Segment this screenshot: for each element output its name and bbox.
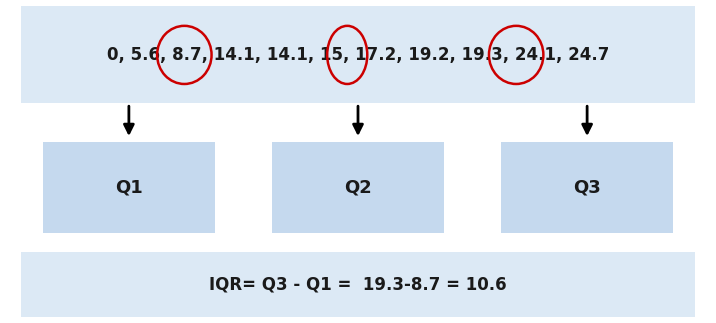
FancyBboxPatch shape xyxy=(43,142,215,233)
FancyBboxPatch shape xyxy=(501,142,673,233)
Text: Q1: Q1 xyxy=(115,178,142,196)
Text: IQR= Q3 - Q1 =  19.3-8.7 = 10.6: IQR= Q3 - Q1 = 19.3-8.7 = 10.6 xyxy=(209,275,507,293)
FancyBboxPatch shape xyxy=(21,6,695,103)
Text: Q3: Q3 xyxy=(574,178,601,196)
FancyBboxPatch shape xyxy=(21,252,695,317)
Text: Q2: Q2 xyxy=(344,178,372,196)
Text: 0, 5.6, 8.7, 14.1, 14.1, 15, 17.2, 19.2, 19.3, 24.1, 24.7: 0, 5.6, 8.7, 14.1, 14.1, 15, 17.2, 19.2,… xyxy=(107,46,609,64)
FancyBboxPatch shape xyxy=(272,142,444,233)
